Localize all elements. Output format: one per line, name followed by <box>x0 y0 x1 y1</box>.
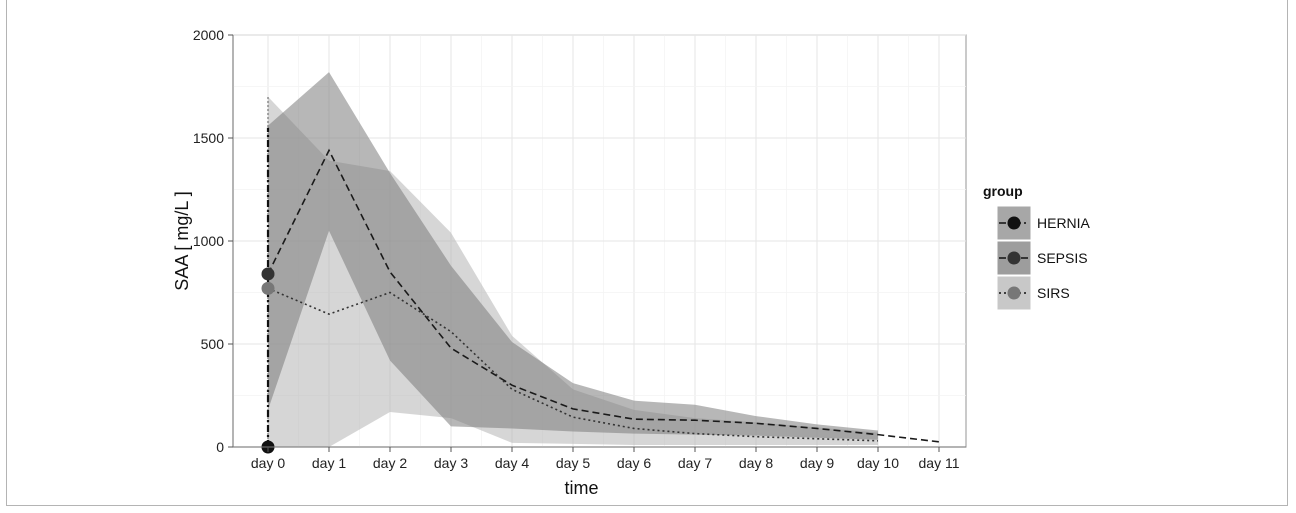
sirs-point <box>261 281 275 295</box>
legend-point-sepsis <box>1007 251 1021 265</box>
x-tick-label: day 9 <box>800 455 834 471</box>
x-tick-label: day 1 <box>312 455 346 471</box>
legend-title: group <box>983 183 1023 199</box>
y-tick-label: 2000 <box>193 27 224 43</box>
figure-frame <box>6 0 1288 506</box>
x-tick-label: day 10 <box>857 455 899 471</box>
x-tick-label: day 5 <box>556 455 590 471</box>
legend-point-hernia <box>1007 216 1021 230</box>
y-tick-label: 0 <box>216 439 224 455</box>
x-axis-title: time <box>564 478 598 498</box>
x-tick-label: day 7 <box>678 455 712 471</box>
x-tick-label: day 6 <box>617 455 651 471</box>
x-tick-label: day 0 <box>251 455 285 471</box>
legend-label-hernia: HERNIA <box>1037 215 1091 231</box>
sepsis-line <box>267 148 940 443</box>
x-tick-label: day 2 <box>373 455 407 471</box>
confidence-bands <box>267 72 878 448</box>
x-tick-label: day 4 <box>495 455 529 471</box>
legend-label-sepsis: SEPSIS <box>1037 250 1088 266</box>
x-tick-label: day 11 <box>919 455 960 471</box>
y-axis-title: SAA [ mg/L ] <box>172 191 192 290</box>
axes: 0 500 1000 1500 2000 day 0 day 1 day 2 day 3 day … <box>193 27 966 471</box>
legend-point-sirs <box>1007 286 1021 300</box>
x-tick-label: day 8 <box>739 455 773 471</box>
x-tick-label: day 3 <box>434 455 468 471</box>
y-tick-label: 500 <box>201 336 225 352</box>
legend-label-sirs: SIRS <box>1037 285 1070 301</box>
y-tick-label: 1000 <box>193 233 224 249</box>
y-tick-label: 1500 <box>193 130 224 146</box>
legend: group HERNIA SEPSIS SIRS <box>983 183 1091 311</box>
series-lines <box>266 127 940 447</box>
sepsis-band <box>268 72 878 440</box>
sepsis-point <box>261 267 275 281</box>
